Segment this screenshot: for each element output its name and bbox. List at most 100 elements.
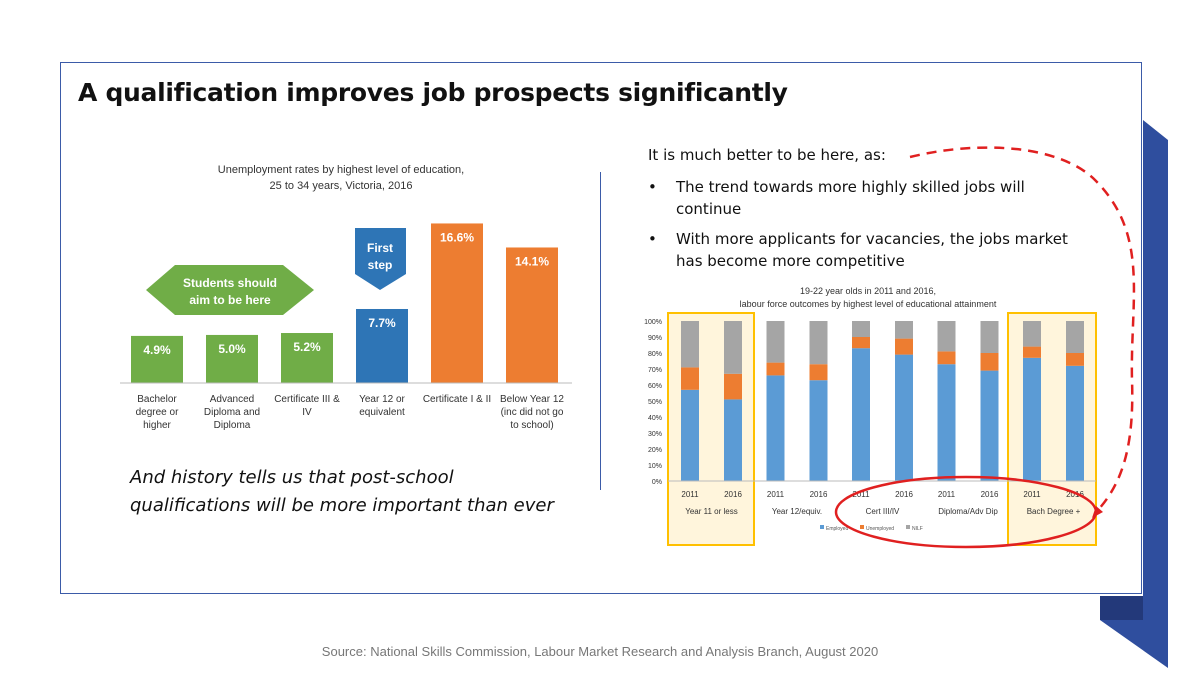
bar [206,334,258,383]
stacked-bar-segment [895,321,913,339]
bullet-item: • With more applicants for vacancies, the… [648,228,1078,272]
x-tick-label: 2016 [981,490,999,499]
slide-card [60,62,1142,594]
group-label: Bach Degree + [1027,507,1081,516]
legend-swatch [820,525,824,529]
stacked-bar-segment [1066,365,1084,481]
x-tick-label: 2011 [767,490,785,499]
stacked-bar-segment [724,321,742,374]
x-tick-label: 2016 [1066,490,1084,499]
stacked-bar-segment [1066,353,1084,366]
column-divider [600,172,601,490]
legend-swatch [860,525,864,529]
bar-value-label: 5.0% [218,342,246,356]
chart-subtitle: 25 to 34 years, Victoria, 2016 [270,180,413,192]
intro-text: It is much better to be here, as: [648,146,886,164]
history-line-1: And history tells us that post-school [130,467,454,488]
stacked-bar-segment [980,370,999,481]
category-label: Bachelor [137,394,177,405]
stacked-bar-segment [895,354,913,481]
group-label: Cert III/IV [866,507,900,516]
y-tick-label: 40% [648,415,662,422]
stacked-bar-segment [809,321,828,365]
category-label: IV [302,407,312,418]
category-label: Diploma [214,420,251,431]
stacked-bar-segment [980,353,999,371]
source-note: Source: National Skills Commission, Labo… [321,644,879,659]
group-label: Diploma/Adv Dip [938,507,998,516]
bullet-text: The trend towards more highly skilled jo… [676,178,1025,218]
stacked-bar-segment [1023,357,1041,481]
y-tick-label: 80% [648,351,662,358]
stacked-bar-segment [980,321,999,353]
chart-subtitle: labour force outcomes by highest level o… [740,299,997,309]
stacked-bar-segment [937,351,956,365]
y-tick-label: 10% [648,463,662,470]
y-tick-label: 90% [648,335,662,342]
stacked-bar-segment [809,380,828,481]
category-label: Advanced [210,394,254,405]
legend-label: NILF [912,526,923,532]
stacked-bar-segment [1023,346,1041,358]
dashed-pointer-line [909,146,1136,511]
bar-value-label: 5.2% [293,340,321,354]
bullet-text: With more applicants for vacancies, the … [676,230,1068,270]
stacked-bar-segment [937,364,956,481]
stacked-bar-segment [852,348,870,481]
y-tick-label: 0% [652,479,662,486]
y-tick-label: 70% [648,367,662,374]
y-tick-label: 100% [644,319,662,326]
bar [131,335,183,383]
students-arrow-shape [146,265,314,315]
bar-value-label: 4.9% [143,343,171,357]
x-tick-label: 2016 [895,490,913,499]
y-tick-label: 60% [648,383,662,390]
slide-title: A qualification improves job prospects s… [78,78,788,107]
y-tick-label: 30% [648,431,662,438]
bar [281,333,333,383]
stacked-bar-segment [766,362,785,376]
stacked-bar-segment [724,373,742,400]
stacked-bar-segment [681,367,699,390]
x-tick-label: 2011 [1023,490,1041,499]
legend-label: Employed [826,526,848,532]
bar [506,247,558,383]
x-tick-label: 2016 [810,490,828,499]
y-tick-label: 20% [648,447,662,454]
stacked-bar-segment [681,389,699,481]
stacked-bar-segment [895,338,913,355]
stacked-bar-segment [681,321,699,368]
category-label: (inc did not go [501,407,564,418]
x-tick-label: 2011 [852,490,870,499]
stacked-bar-segment [852,337,870,349]
history-line-2: qualifications will be more important th… [130,495,554,516]
category-label: equivalent [359,407,405,418]
students-arrow-label: aim to be here [189,293,271,307]
pointer-arrowhead [1092,506,1103,518]
chart-title: Unemployment rates by highest level of e… [218,164,464,176]
category-label: to school) [510,420,553,431]
bullet-dot: • [648,178,657,196]
bar [431,223,483,383]
category-label: Diploma and [204,407,260,418]
first-step-arrow-shape [355,228,406,290]
bar-value-label: 14.1% [515,254,549,268]
stacked-bar-segment [937,321,956,352]
students-arrow-label: Students should [183,276,277,290]
y-tick-label: 50% [648,399,662,406]
category-label: Certificate III & [274,394,340,405]
group-label: Year 11 or less [685,507,737,516]
history-note: And history tells us that post-school qu… [130,464,590,520]
x-tick-label: 2011 [938,490,956,499]
category-label: Year 12 or [359,394,405,405]
first-step-label: First [367,241,393,255]
stacked-bar-segment [1023,321,1041,347]
category-label: higher [143,420,171,431]
stacked-bar-segment [766,375,785,481]
stacked-bar-segment [766,321,785,363]
side-ribbon [1100,120,1168,668]
group-label: Year 12/equiv. [772,507,822,516]
category-label: Certificate I & II [423,394,491,405]
